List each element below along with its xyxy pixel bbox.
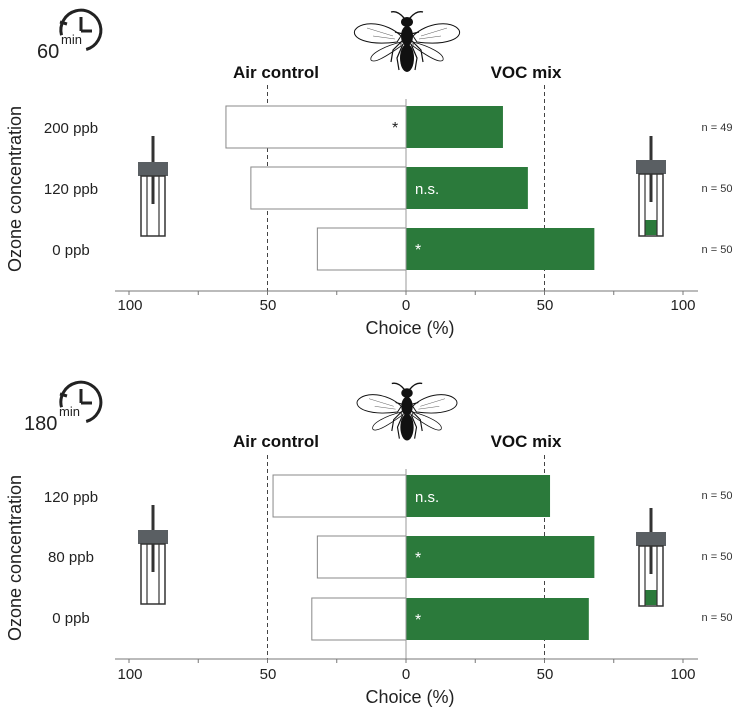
bar-voc-mix <box>406 228 595 270</box>
significance-label: n.s. <box>415 489 439 506</box>
duration-unit: min <box>61 32 82 47</box>
x-tick-label: 0 <box>402 666 410 683</box>
plot-area: n.s. * * <box>115 455 698 663</box>
bar-air-control <box>250 166 407 210</box>
y-axis-label: Ozone concentration <box>5 475 25 641</box>
clock-icon <box>59 380 103 423</box>
x-tick-label: 100 <box>670 666 695 683</box>
x-tick-label: 50 <box>260 297 277 314</box>
x-tick-label: 50 <box>260 666 277 683</box>
air-control-label: Air control <box>233 63 319 82</box>
significance-label: * <box>415 612 421 629</box>
air-control-label: Air control <box>233 432 319 451</box>
duration-value: 60 <box>37 41 59 63</box>
x-tick-label: 100 <box>117 297 142 314</box>
x-tick-label: 50 <box>537 666 554 683</box>
category-label: 200 ppb <box>44 120 98 137</box>
n-label: n = 50 <box>702 551 733 563</box>
category-label: 120 ppb <box>44 489 98 506</box>
significance-label: * <box>415 242 421 259</box>
x-tick-label: 100 <box>670 297 695 314</box>
wasp-icon <box>356 382 458 442</box>
bar-air-control <box>316 227 407 271</box>
panel-1: 60 min Air control VOC mix Ozone concent… <box>5 8 733 338</box>
n-label: n = 50 <box>702 244 733 256</box>
plot-area: * n.s. * <box>115 85 698 295</box>
category-label: 0 ppb <box>52 610 90 627</box>
category-label: 120 ppb <box>44 181 98 198</box>
category-label: 0 ppb <box>52 242 90 259</box>
panel-2: 180 min Air control VOC mix Ozone concen… <box>5 380 733 707</box>
category-label: 80 ppb <box>48 549 94 566</box>
bar-voc-mix <box>406 106 503 148</box>
significance-label: * <box>392 120 398 137</box>
vial-air-icon <box>138 136 168 237</box>
y-axis-label: Ozone concentration <box>5 106 25 272</box>
n-label: n = 50 <box>702 183 733 195</box>
n-label: n = 50 <box>702 490 733 502</box>
voc-mix-label: VOC mix <box>491 63 562 82</box>
bar-air-control <box>272 474 407 518</box>
voc-mix-label: VOC mix <box>491 432 562 451</box>
bar-air-control <box>225 105 407 149</box>
x-tick-label: 0 <box>402 297 410 314</box>
bar-air-control <box>311 597 407 641</box>
significance-label: * <box>415 550 421 567</box>
x-axis-label: Choice (%) <box>365 318 454 338</box>
vial-voc-icon <box>636 508 666 607</box>
bar-voc-mix <box>406 598 589 640</box>
n-label: n = 49 <box>702 122 733 134</box>
x-tick-label: 50 <box>537 297 554 314</box>
duration-value: 180 <box>24 413 57 435</box>
bar-voc-mix <box>406 475 551 517</box>
bar-voc-mix <box>406 536 595 578</box>
bar-voc-mix <box>406 167 528 209</box>
n-label: n = 50 <box>702 612 733 624</box>
vial-air-icon <box>138 505 168 605</box>
vial-voc-icon <box>636 136 666 237</box>
x-axis-label: Choice (%) <box>365 687 454 707</box>
clock-icon <box>59 8 103 51</box>
x-tick-label: 100 <box>117 666 142 683</box>
wasp-icon <box>353 10 461 73</box>
duration-unit: min <box>59 404 80 419</box>
bar-air-control <box>316 535 407 579</box>
significance-label: n.s. <box>415 181 439 198</box>
